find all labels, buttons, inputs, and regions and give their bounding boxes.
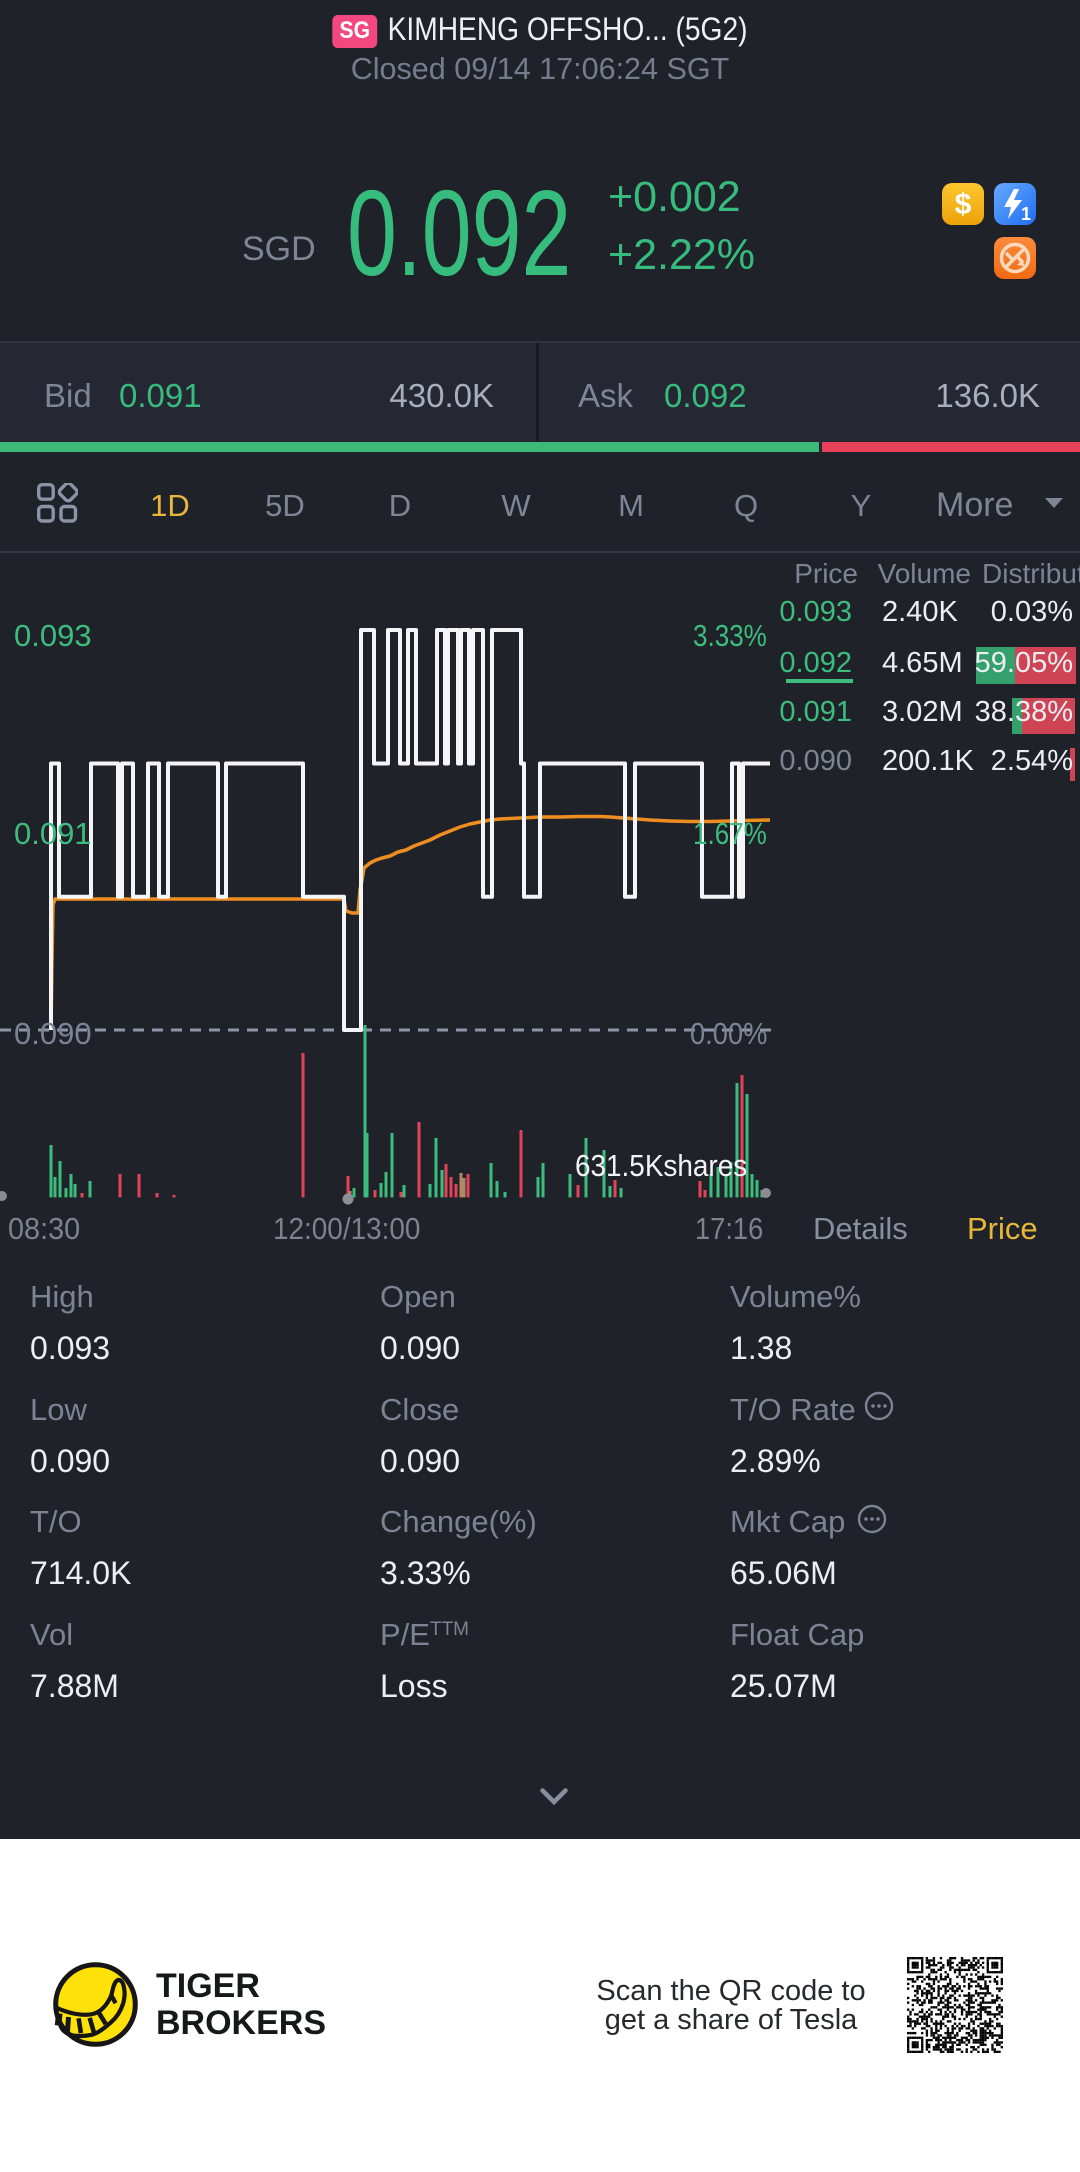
svg-text:1: 1 bbox=[1021, 204, 1031, 224]
svg-text:$: $ bbox=[955, 188, 972, 221]
